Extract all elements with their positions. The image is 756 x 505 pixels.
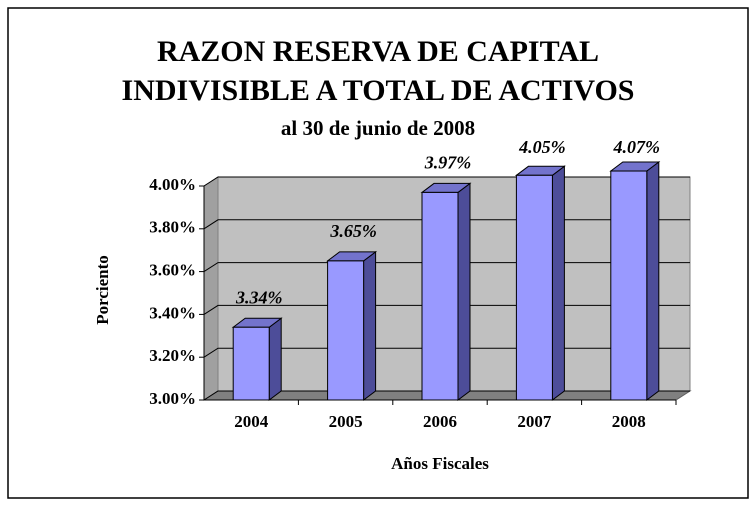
value-label: 4.05% bbox=[518, 137, 566, 157]
bar bbox=[421, 191, 459, 401]
y-tick-label: 3.80% bbox=[149, 218, 196, 237]
bar-side bbox=[646, 161, 660, 401]
y-tick-label: 3.20% bbox=[149, 346, 196, 365]
chart-title: RAZON RESERVA DE CAPITAL bbox=[157, 35, 599, 68]
bar bbox=[515, 174, 553, 401]
x-axis-label: Años Fiscales bbox=[391, 454, 489, 473]
y-tick-label: 3.40% bbox=[149, 303, 196, 322]
bars bbox=[231, 161, 661, 401]
bar-side bbox=[457, 182, 471, 401]
bar bbox=[610, 170, 648, 401]
y-tick-label: 4.00% bbox=[149, 175, 196, 194]
value-label: 3.34% bbox=[235, 287, 283, 307]
x-tick-label: 2004 bbox=[234, 412, 269, 431]
chart-subtitle: al 30 de junio de 2008 bbox=[281, 116, 475, 140]
chart-title: INDIVISIBLE A TOTAL DE ACTIVOS bbox=[122, 74, 635, 107]
y-axis-label: Porciento bbox=[93, 255, 112, 325]
bar-side bbox=[363, 250, 377, 401]
x-tick-label: 2008 bbox=[612, 412, 646, 431]
x-tick-label: 2006 bbox=[423, 412, 457, 431]
value-label: 4.07% bbox=[613, 137, 661, 157]
bar-side bbox=[268, 317, 282, 401]
x-tick-label: 2005 bbox=[329, 412, 363, 431]
y-tick-label: 3.00% bbox=[149, 389, 196, 408]
side-wall bbox=[203, 176, 219, 401]
y-tick-label: 3.60% bbox=[149, 261, 196, 280]
chart-frame bbox=[7, 7, 749, 499]
bar bbox=[232, 326, 270, 401]
x-tick-label: 2007 bbox=[517, 412, 552, 431]
value-label: 3.97% bbox=[424, 153, 472, 173]
bar-side bbox=[551, 165, 565, 401]
value-label: 3.65% bbox=[329, 221, 377, 241]
bar bbox=[327, 260, 365, 401]
